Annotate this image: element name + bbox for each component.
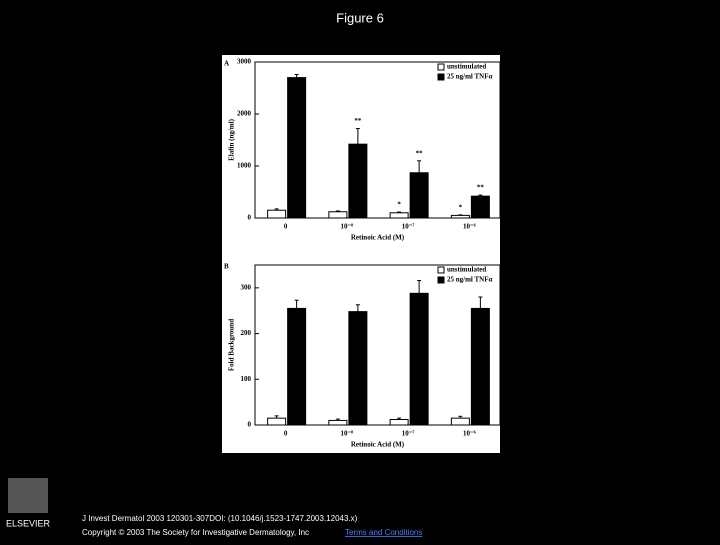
logo-tree bbox=[8, 478, 48, 513]
y-tick-label: 0 bbox=[248, 214, 252, 222]
panel-label: A bbox=[224, 60, 229, 68]
x-tick-label: 10⁻⁷ bbox=[402, 430, 415, 438]
legend-label: 25 ng/ml TNFα bbox=[447, 73, 492, 81]
x-tick-label: 10⁻⁸ bbox=[340, 430, 353, 438]
legend-label: unstimulated bbox=[447, 266, 486, 274]
legend-swatch bbox=[437, 63, 445, 71]
bar bbox=[450, 417, 470, 426]
plot-frame bbox=[254, 264, 501, 426]
x-tick-label: 10⁻⁷ bbox=[402, 223, 415, 231]
y-tick-label: 100 bbox=[241, 375, 252, 383]
bar bbox=[328, 419, 348, 426]
bar bbox=[267, 417, 287, 426]
y-tick-label: 2000 bbox=[237, 110, 252, 118]
x-tick-label: 10⁻⁸ bbox=[340, 223, 353, 231]
x-axis-label: Retinoic Acid (M) bbox=[351, 441, 405, 449]
bar bbox=[450, 214, 470, 219]
terms-link[interactable]: Terms and Conditions bbox=[345, 528, 422, 537]
legend-label: unstimulated bbox=[447, 63, 486, 71]
bar bbox=[287, 77, 307, 219]
panel-label: B bbox=[224, 263, 229, 271]
legend-label: 25 ng/ml TNFα bbox=[447, 276, 492, 284]
x-tick-label: 10⁻⁶ bbox=[463, 430, 476, 438]
significance-marker: ** bbox=[354, 117, 362, 125]
legend-swatch bbox=[437, 276, 445, 284]
bar bbox=[348, 311, 368, 426]
significance-marker: ** bbox=[477, 184, 485, 192]
y-tick-label: 300 bbox=[241, 283, 252, 291]
y-tick-label: 200 bbox=[241, 329, 252, 337]
logo-text: ELSEVIER bbox=[6, 518, 51, 528]
copyright: Copyright © 2003 The Society for Investi… bbox=[82, 528, 309, 537]
y-tick-label: 1000 bbox=[237, 162, 252, 170]
x-tick-label: 10⁻⁶ bbox=[463, 223, 476, 231]
x-axis-label: Retinoic Acid (M) bbox=[351, 234, 405, 242]
plot-frame bbox=[254, 61, 501, 219]
y-tick-label: 0 bbox=[248, 421, 252, 429]
citation: J Invest Dermatol 2003 120301-307DOI: (1… bbox=[82, 514, 358, 523]
bar bbox=[409, 292, 429, 426]
bar bbox=[389, 212, 409, 219]
bar bbox=[267, 209, 287, 219]
y-tick-label: 3000 bbox=[237, 58, 252, 66]
legend-swatch bbox=[437, 73, 445, 81]
significance-marker: * bbox=[459, 203, 463, 211]
y-axis-label: Elafin (ng/ml) bbox=[228, 118, 236, 160]
bar bbox=[409, 172, 429, 219]
x-tick-label: 0 bbox=[284, 430, 288, 438]
bar bbox=[287, 307, 307, 426]
slide-title: Figure 6 bbox=[336, 10, 384, 25]
significance-marker: ** bbox=[416, 149, 424, 157]
y-axis-label: Fold Background bbox=[228, 319, 236, 371]
x-tick-label: 0 bbox=[284, 223, 288, 231]
bar bbox=[328, 211, 348, 219]
significance-marker: * bbox=[397, 201, 401, 209]
bar bbox=[389, 419, 409, 426]
bar bbox=[470, 195, 490, 219]
bar bbox=[348, 143, 368, 219]
legend-swatch bbox=[437, 266, 445, 274]
bar bbox=[470, 307, 490, 426]
